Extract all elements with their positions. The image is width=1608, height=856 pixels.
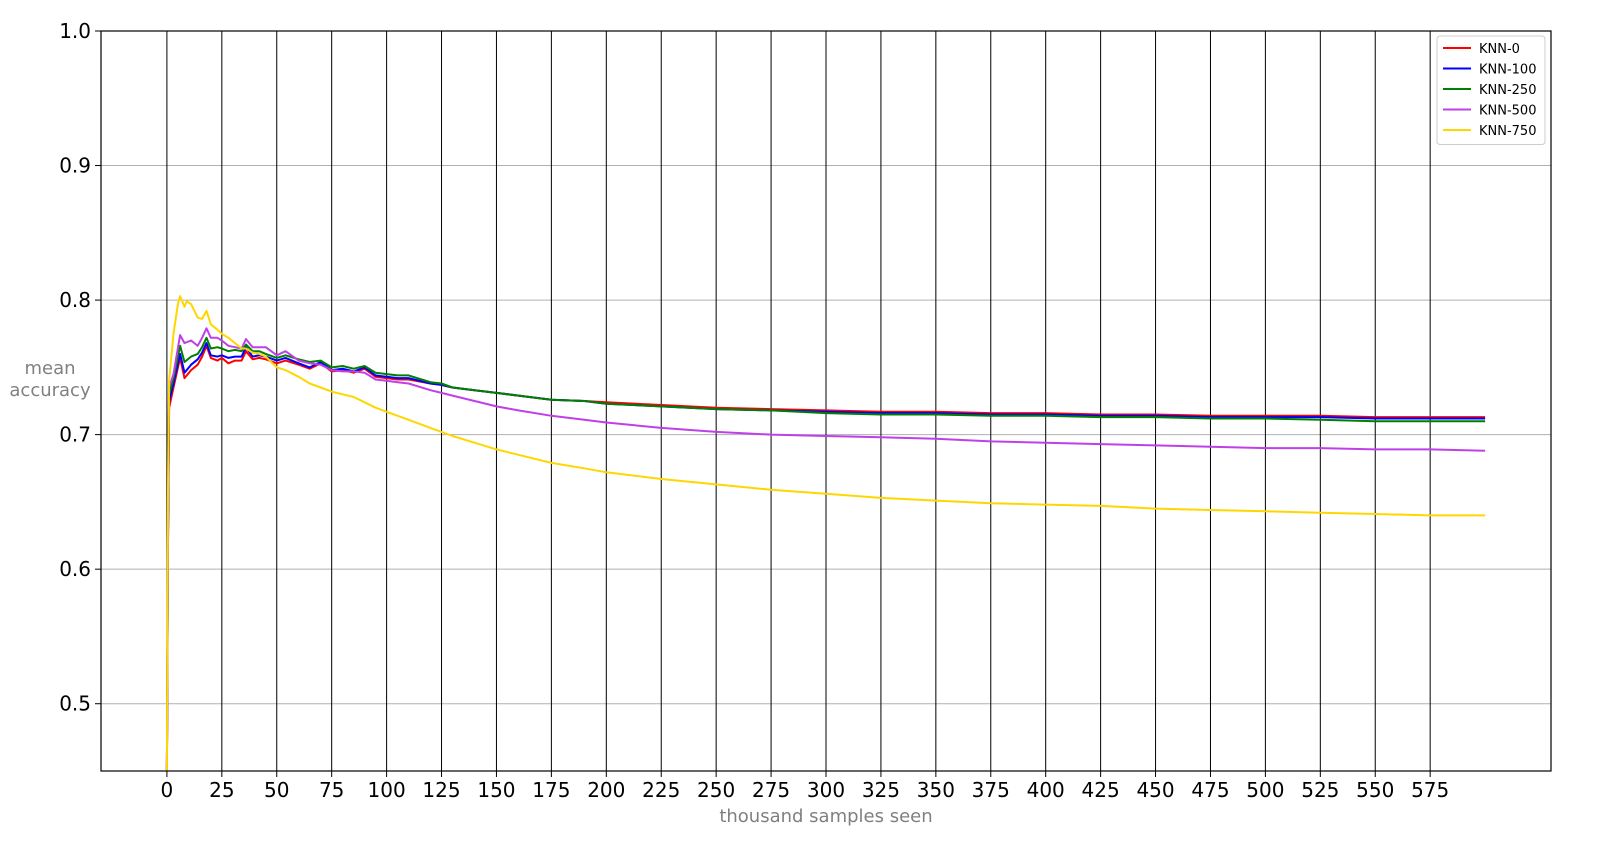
- y-tick-label: 0.6: [59, 557, 91, 581]
- y-tick-label: 0.5: [59, 692, 91, 716]
- x-tick-label: 525: [1301, 778, 1339, 802]
- series-line-knn-500: [165, 327, 1486, 772]
- x-axis-label: thousand samples seen: [719, 806, 932, 827]
- x-tick-label: 400: [1027, 778, 1065, 802]
- legend-label-knn-100: KNN-100: [1479, 63, 1536, 78]
- y-axis-label-line-2: accuracy: [9, 380, 91, 401]
- x-tick-label: 450: [1136, 778, 1174, 802]
- grid: [101, 30, 1551, 771]
- x-tick-label: 200: [587, 778, 625, 802]
- x-tick-label: 550: [1356, 778, 1394, 802]
- series-lines: [165, 295, 1486, 772]
- x-tick-label: 150: [477, 778, 515, 802]
- x-tick-label: 500: [1246, 778, 1284, 802]
- x-tick-label: 0: [161, 778, 174, 802]
- x-tick-label: 250: [697, 778, 735, 802]
- x-tick-label: 425: [1082, 778, 1120, 802]
- series-line-knn-250: [165, 336, 1486, 772]
- x-tick-label: 375: [972, 778, 1010, 802]
- y-axis-ticks: 0.5 0.6 0.7 0.8 0.9 1.0: [59, 19, 101, 716]
- x-tick-label: 475: [1191, 778, 1229, 802]
- y-axis-label-line-1: mean: [24, 358, 75, 379]
- legend-label-knn-500: KNN-500: [1479, 104, 1536, 119]
- x-tick-label: 100: [368, 778, 406, 802]
- series-line-knn-100: [165, 342, 1486, 772]
- legend: KNN-0 KNN-100 KNN-250 KNN-500 KNN-750: [1436, 35, 1546, 145]
- x-tick-label: 300: [807, 778, 845, 802]
- x-tick-label: 125: [422, 778, 460, 802]
- y-tick-label: 0.7: [59, 423, 91, 447]
- x-axis-ticks: 0 25 50 75 100 125 150 175 200 225 250 275 300 325 350…: [161, 771, 1449, 802]
- legend-box: [1436, 35, 1546, 145]
- x-tick-label: 325: [862, 778, 900, 802]
- x-tick-label: 575: [1411, 778, 1449, 802]
- x-tick-label: 75: [319, 778, 344, 802]
- x-tick-label: 225: [642, 778, 680, 802]
- x-tick-label: 25: [209, 778, 234, 802]
- series-line-knn-750: [165, 295, 1486, 772]
- legend-label-knn-0: KNN-0: [1479, 42, 1520, 57]
- x-tick-label: 50: [264, 778, 289, 802]
- y-tick-label: 0.9: [59, 154, 91, 178]
- legend-label-knn-250: KNN-250: [1479, 83, 1536, 98]
- x-tick-label: 175: [532, 778, 570, 802]
- x-tick-label: 275: [752, 778, 790, 802]
- y-tick-label: 1.0: [59, 19, 91, 43]
- x-tick-label: 350: [917, 778, 955, 802]
- y-tick-label: 0.8: [59, 288, 91, 312]
- legend-label-knn-750: KNN-750: [1479, 124, 1536, 139]
